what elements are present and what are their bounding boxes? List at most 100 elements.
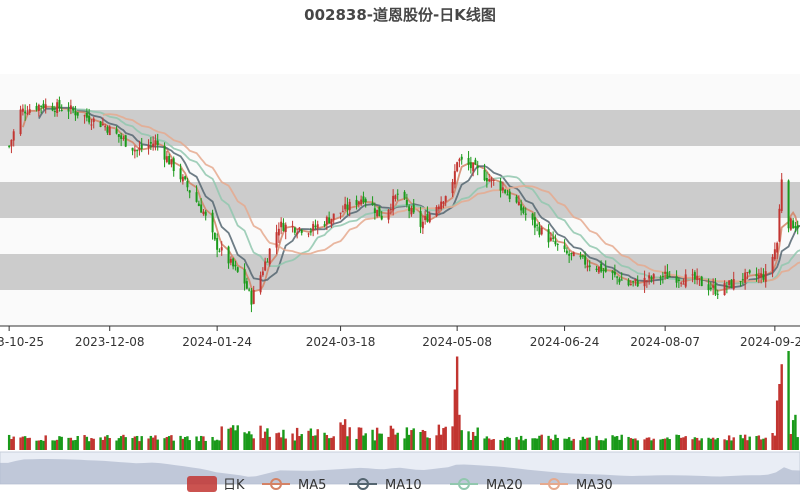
candle [428,211,431,224]
candle [156,133,159,151]
volume-bar [51,440,54,450]
candle [776,241,779,259]
volume-bar [391,428,395,450]
candle [522,206,525,215]
volume-bar [629,438,633,450]
volume-bar [789,434,793,450]
volume-bar [444,426,447,450]
volume-bar [439,434,443,450]
candle [138,140,141,156]
volume-bar [85,436,89,450]
volume-bar [339,422,342,450]
volume-bar [659,439,662,450]
candle [106,125,109,135]
candle [440,196,443,211]
candle [12,129,15,147]
legend-item[interactable]: MA20 [450,478,523,493]
candle [220,241,223,256]
volume-bar [588,437,591,450]
candle [389,203,392,215]
volume-bar [60,436,63,450]
volume-bar [202,436,205,450]
candle [314,219,317,230]
candle [216,233,219,258]
candle [341,205,344,213]
candle [716,289,719,300]
candle [35,102,38,112]
legend-item[interactable]: 日K [187,476,245,493]
candle [419,206,422,234]
volume-bar [186,436,189,450]
candle [709,281,712,292]
volume-bar [759,439,763,450]
candle [291,220,294,233]
volume-bar [476,427,479,450]
candle [531,212,534,226]
legend-item[interactable]: MA10 [349,478,422,493]
candle [284,222,287,240]
candle [154,134,157,151]
candle [476,160,479,176]
candle [200,197,203,213]
volume-bar [522,440,525,450]
candle [316,220,319,235]
candle [648,272,651,285]
volume-bar [53,440,57,450]
candle [330,218,333,229]
candle [442,201,445,209]
candle [168,153,171,165]
candle [28,104,31,116]
candle [492,178,495,186]
candle [181,174,184,185]
volume-bar [26,438,29,450]
candle [387,209,390,224]
candle [604,260,607,273]
legend-item[interactable]: MA30 [540,478,613,493]
volume-bar [714,439,717,450]
volume-bar [579,440,582,450]
candle [490,176,493,188]
volume-bar [348,427,351,450]
volume-bar [794,414,797,450]
volume-bar [419,432,422,450]
candle [252,285,255,305]
candle [328,211,331,224]
volume-bar [204,440,207,450]
candle [456,161,459,173]
volume-bar [295,427,299,450]
candle [506,189,509,196]
candle [650,275,653,283]
volume-bar [442,428,445,450]
candle [282,218,285,232]
volume-bar [757,435,761,450]
grid-band [0,146,800,182]
volume-bar [771,433,774,450]
candle [773,242,776,262]
volume-bar [122,434,125,450]
volume-bar [275,433,278,450]
candle [517,195,520,206]
candle [53,105,56,117]
volume-bar [677,435,681,450]
candle [700,275,703,287]
volume-bar [373,440,377,450]
candle [595,265,598,272]
candle [680,281,683,287]
volume-bar [35,440,38,450]
candle [355,195,358,210]
candle [120,132,123,147]
x-tick-label: 2024-03-18 [306,335,376,349]
candle [136,149,139,158]
candle [600,260,603,273]
volume-bar [87,441,91,450]
grid-band [0,254,800,290]
volume-bar [643,439,646,450]
candle [696,268,699,285]
candle [488,173,491,182]
volume-bar [170,435,173,450]
volume-bar [359,427,363,450]
x-tick-label: 2024-08-07 [630,335,700,349]
volume-bar [618,439,621,450]
legend-item[interactable]: MA5 [262,478,326,493]
